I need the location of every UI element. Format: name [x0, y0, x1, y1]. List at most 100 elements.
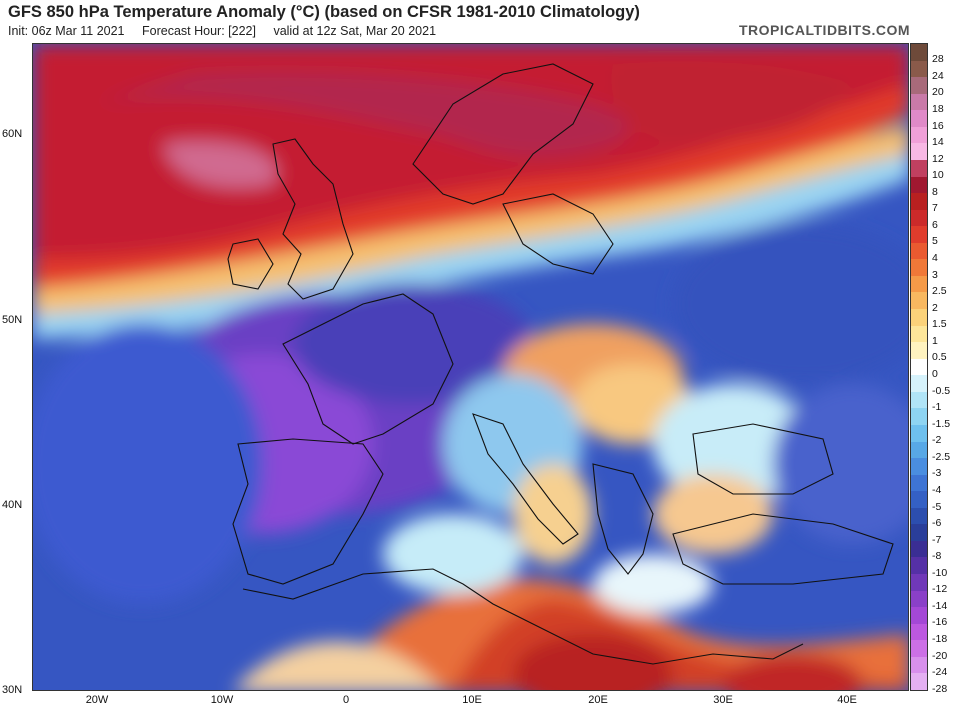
colorbar-label: 5: [932, 235, 938, 248]
colorbar-segment: [911, 126, 927, 144]
colorbar-label: -6: [932, 517, 942, 530]
lon-label-20e: 20E: [588, 694, 608, 706]
colorbar-segment: [911, 540, 927, 558]
valid-time: valid at 12z Sat, Mar 20 2021: [273, 24, 437, 38]
colorbar-segment: [911, 77, 927, 94]
colorbar-label: -1: [932, 401, 942, 414]
colorbar-label: 0.5: [932, 351, 947, 364]
colorbar-segment: [911, 557, 927, 574]
colorbar-segment: [911, 590, 927, 608]
colorbar-segment: [911, 507, 927, 525]
colorbar-label: -14: [932, 599, 948, 612]
colorbar-label: -5: [932, 500, 942, 513]
lon-label-30e: 30E: [713, 694, 733, 706]
colorbar-label: -0.5: [932, 384, 951, 397]
anomaly-map: [32, 43, 909, 691]
colorbar: [910, 43, 928, 691]
colorbar-segment: [911, 623, 927, 641]
colorbar-segment: [911, 656, 927, 674]
colorbar-segment: [911, 143, 927, 160]
colorbar-segment: [911, 193, 927, 210]
lat-label-50n: 50N: [2, 314, 23, 326]
colorbar-label: -2: [932, 434, 942, 447]
colorbar-label: -10: [932, 566, 948, 579]
colorbar-label: -3: [932, 467, 942, 480]
colorbar-segment: [911, 44, 927, 61]
colorbar-label: 12: [932, 152, 944, 165]
colorbar-segment: [911, 358, 927, 376]
colorbar-label: 1.5: [932, 318, 947, 331]
colorbar-label: 1: [932, 334, 938, 347]
map-title: GFS 850 hPa Temperature Anomaly (°C) (ba…: [8, 3, 640, 21]
colorbar-label: 18: [932, 102, 944, 115]
colorbar-segment: [911, 441, 927, 459]
colorbar-label: -12: [932, 583, 948, 596]
lat-label-40n: 40N: [2, 499, 23, 511]
colorbar-label: 10: [932, 169, 944, 182]
colorbar-segment: [911, 391, 927, 409]
colorbar-segment: [911, 176, 927, 194]
colorbar-label: 8: [932, 185, 938, 198]
colorbar-segment: [911, 673, 927, 690]
colorbar-label: 7: [932, 202, 938, 215]
colorbar-label: -16: [932, 616, 948, 629]
colorbar-label: 0: [932, 368, 938, 380]
colorbar-label: 6: [932, 218, 938, 231]
colorbar-segment: [911, 424, 927, 442]
colorbar-label: 16: [932, 119, 944, 132]
colorbar-label: 14: [932, 136, 944, 149]
colorbar-segment: [911, 110, 927, 127]
colorbar-segment: [911, 226, 927, 243]
anomaly-field-svg: [33, 44, 908, 690]
colorbar-segment: [911, 325, 927, 343]
colorbar-label: 2: [932, 301, 938, 314]
brand-watermark: TROPICALTIDBITS.COM: [738, 22, 910, 38]
colorbar-segment: [911, 242, 927, 260]
colorbar-segment: [911, 491, 927, 508]
colorbar-segment: [911, 209, 927, 227]
colorbar-segment: [911, 640, 927, 657]
colorbar-segment: [911, 458, 927, 475]
colorbar-label: 2.5: [932, 285, 947, 298]
colorbar-labels: 28 24 20 18 16 14 12 10 8 7 6 5 4 3 2.5 2 1.5 1 0.5 0 -0.5 -1…: [932, 43, 960, 694]
colorbar-label: -20: [932, 649, 948, 662]
colorbar-label: 28: [932, 53, 944, 66]
colorbar-segment: [911, 159, 927, 177]
colorbar-segment: [911, 524, 927, 541]
colorbar-label: -7: [932, 533, 942, 546]
init-time: Init: 06z Mar 11 2021: [8, 24, 125, 38]
coastlines: [227, 63, 894, 665]
colorbar-segment: [911, 259, 927, 276]
colorbar-label: -28: [932, 682, 948, 695]
colorbar-segment: [911, 474, 927, 492]
colorbar-label: 24: [932, 69, 944, 82]
colorbar-segment: [911, 60, 927, 78]
colorbar-segment: [911, 275, 927, 293]
colorbar-label: -8: [932, 550, 942, 563]
colorbar-label: -2.5: [932, 450, 951, 463]
colorbar-segment: [911, 408, 927, 425]
colorbar-label: -1.5: [932, 417, 951, 430]
colorbar-segment: [911, 309, 927, 326]
colorbar-segment: [911, 292, 927, 309]
lat-label-60n: 60N: [2, 128, 23, 140]
colorbar-label: -24: [932, 666, 948, 679]
colorbar-segment: [911, 93, 927, 111]
lon-label-10e: 10E: [462, 694, 482, 706]
colorbar-label: 3: [932, 268, 938, 281]
colorbar-segment: [911, 574, 927, 591]
colorbar-segment: [911, 342, 927, 359]
colorbar-label: -18: [932, 633, 948, 646]
colorbar-label: -4: [932, 483, 942, 496]
colorbar-label: 20: [932, 86, 944, 99]
colorbar-segment: [911, 607, 927, 624]
lon-label-10w: 10W: [210, 694, 234, 706]
lon-label-0: 0: [342, 694, 350, 706]
colorbar-segment: [911, 375, 927, 392]
lon-label-20w: 20W: [85, 694, 109, 706]
map-subtitle: Init: 06z Mar 11 2021 Forecast Hour: [22…: [8, 24, 450, 38]
colorbar-label: 4: [932, 252, 938, 265]
lon-label-40e: 40E: [837, 694, 857, 706]
lat-label-30n: 30N: [2, 684, 23, 696]
forecast-hour: Forecast Hour: [222]: [142, 24, 256, 38]
